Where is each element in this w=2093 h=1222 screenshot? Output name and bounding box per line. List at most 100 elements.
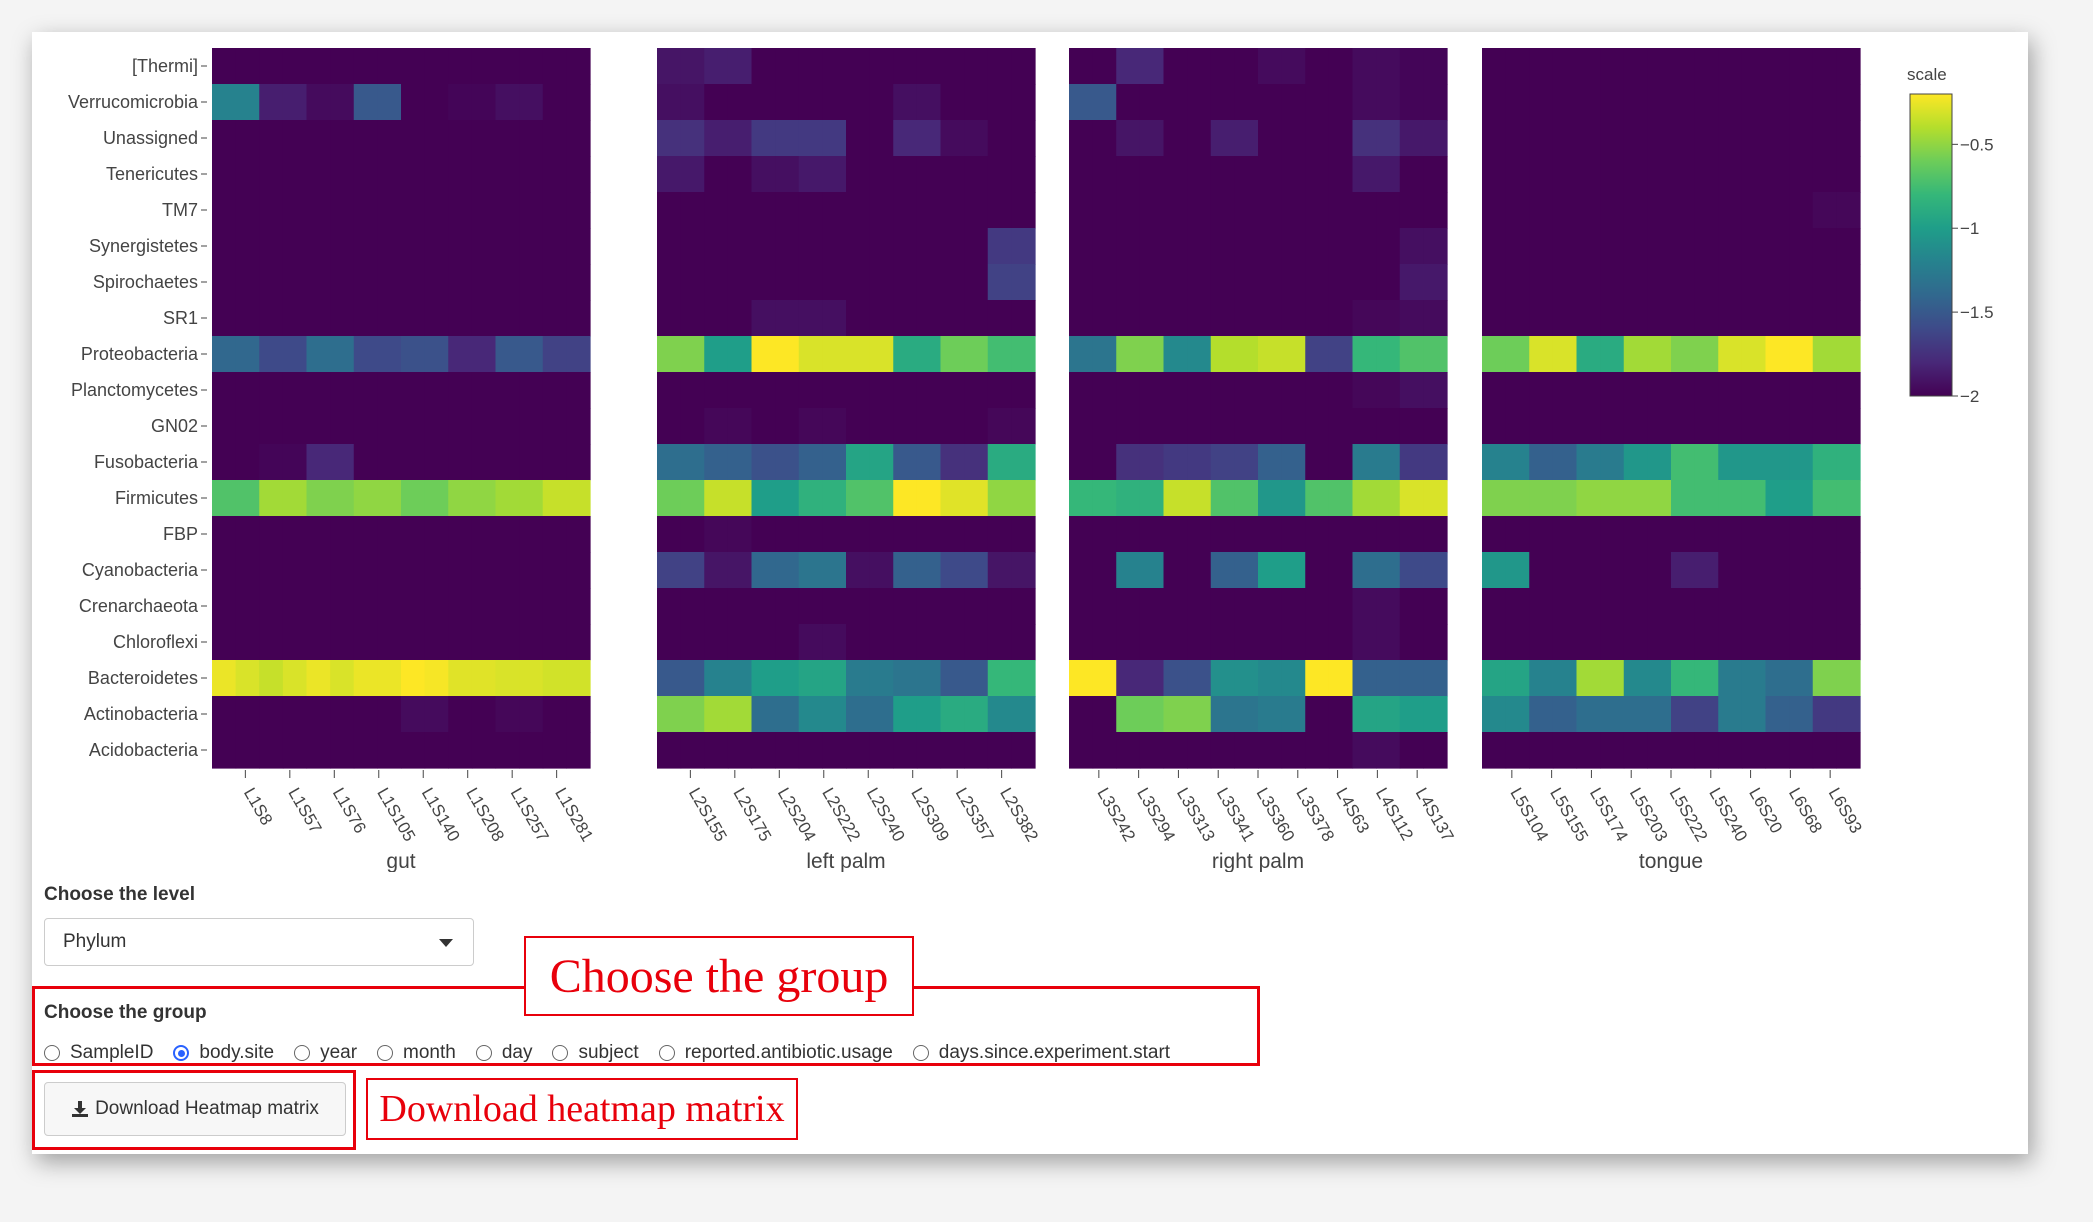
heatmap-cell: [1836, 228, 1861, 265]
heatmap-cell: [1741, 408, 1767, 445]
radio-button[interactable]: [912, 1045, 929, 1061]
y-axis-label: [Thermi]: [132, 56, 198, 76]
heatmap-cell: [1328, 552, 1354, 589]
heatmap-cell: [1069, 156, 1094, 193]
x-axis-label: L2S382: [996, 785, 1042, 845]
heatmap-cell: [680, 48, 705, 85]
heatmap-cell: [775, 48, 800, 85]
heatmap-cell: [1482, 516, 1507, 553]
heatmap-cell: [1187, 660, 1212, 697]
heatmap-cell: [893, 48, 918, 85]
heatmap-cell: [401, 336, 426, 373]
heatmap-cell: [1505, 372, 1530, 409]
heatmap-cell: [775, 336, 800, 373]
radio-button[interactable]: [294, 1045, 311, 1061]
heatmap-cell: [1069, 408, 1094, 445]
radio-button[interactable]: [173, 1045, 190, 1061]
heatmap-cell: [1836, 516, 1861, 553]
group-radio-option[interactable]: year: [294, 1042, 357, 1064]
radio-button[interactable]: [475, 1045, 492, 1061]
download-heatmap-button[interactable]: Download Heatmap matrix: [44, 1082, 346, 1136]
level-select[interactable]: Phylum: [44, 918, 474, 966]
heatmap-cell: [1694, 480, 1719, 517]
heatmap-cell: [1529, 444, 1554, 481]
y-axis-label: Fusobacteria: [94, 452, 199, 472]
heatmap-cell: [1163, 480, 1188, 517]
heatmap-cell: [377, 372, 402, 409]
heatmap-cell: [1011, 192, 1036, 229]
heatmap-cell: [1328, 444, 1354, 481]
heatmap-cell: [657, 696, 682, 733]
heatmap-cell: [1812, 732, 1837, 769]
heatmap-cell: [306, 156, 331, 193]
heatmap-cell: [1765, 444, 1790, 481]
heatmap-cell: [822, 300, 847, 337]
heatmap-cell: [1671, 192, 1696, 229]
radio-option-label: reported.antibiotic.usage: [684, 1042, 893, 1063]
heatmap-cell: [1718, 300, 1743, 337]
heatmap-cell: [566, 84, 591, 121]
heatmap-cell: [727, 300, 753, 337]
heatmap-cell: [212, 48, 237, 85]
heatmap-cell: [1069, 336, 1094, 373]
heatmap-cell: [259, 660, 284, 697]
heatmap-cell: [987, 660, 1012, 697]
group-radio-option[interactable]: reported.antibiotic.usage: [658, 1042, 893, 1064]
heatmap-cell: [1482, 300, 1507, 337]
heatmap-cell: [1552, 408, 1578, 445]
group-radio-option[interactable]: body.site: [173, 1042, 274, 1064]
heatmap-cell: [1352, 444, 1377, 481]
group-radio-option[interactable]: days.since.experiment.start: [912, 1042, 1170, 1064]
heatmap-cell: [1011, 516, 1036, 553]
heatmap-cell: [822, 732, 847, 769]
heatmap-cell: [1423, 300, 1448, 337]
heatmap-cell: [1765, 516, 1790, 553]
group-radio-option[interactable]: day: [475, 1042, 532, 1064]
heatmap-cell: [751, 300, 776, 337]
radio-button[interactable]: [44, 1045, 60, 1061]
heatmap-cell: [1116, 192, 1141, 229]
heatmap-cell: [1187, 408, 1212, 445]
heatmap-cell: [1092, 408, 1117, 445]
heatmap-cell: [471, 120, 497, 157]
heatmap-cell: [1600, 552, 1625, 589]
heatmap-cell: [775, 228, 800, 265]
heatmap-cell: [566, 480, 591, 517]
radio-option-label: body.site: [199, 1042, 275, 1063]
heatmap-cell: [1552, 552, 1578, 589]
heatmap-cell: [1163, 696, 1188, 733]
heatmap-cell: [1399, 84, 1424, 121]
heatmap-cell: [1305, 732, 1330, 769]
heatmap-cell: [1210, 660, 1235, 697]
heatmap-cell: [448, 372, 473, 409]
heatmap-cell: [353, 120, 378, 157]
heatmap-cell: [1671, 516, 1696, 553]
heatmap-cell: [1718, 156, 1743, 193]
heatmap-cell: [542, 228, 567, 265]
heatmap-cell: [212, 480, 237, 517]
heatmap-cell: [495, 156, 520, 193]
radio-button[interactable]: [552, 1045, 569, 1061]
heatmap-cell: [1281, 372, 1306, 409]
group-radio-option[interactable]: month: [377, 1042, 456, 1064]
heatmap-cell: [212, 588, 237, 625]
radio-button[interactable]: [377, 1045, 394, 1061]
heatmap-cell: [798, 156, 823, 193]
radio-button[interactable]: [658, 1045, 675, 1061]
heatmap-cell: [1552, 300, 1578, 337]
group-radio-option[interactable]: SampleID: [44, 1042, 153, 1064]
heatmap-cell: [1116, 120, 1141, 157]
heatmap-cell: [377, 336, 402, 373]
group-radio-option[interactable]: subject: [552, 1042, 639, 1064]
heatmap-cell: [1187, 480, 1212, 517]
heatmap-cell: [566, 660, 591, 697]
heatmap-cell: [1352, 552, 1377, 589]
heatmap-cell: [235, 516, 260, 553]
heatmap-cell: [471, 480, 497, 517]
heatmap-cell: [727, 480, 753, 517]
heatmap-cell: [822, 552, 847, 589]
heatmap-cell: [657, 588, 682, 625]
heatmap-cell: [869, 120, 894, 157]
heatmap-cell: [1328, 372, 1354, 409]
heatmap-cell: [1116, 516, 1141, 553]
